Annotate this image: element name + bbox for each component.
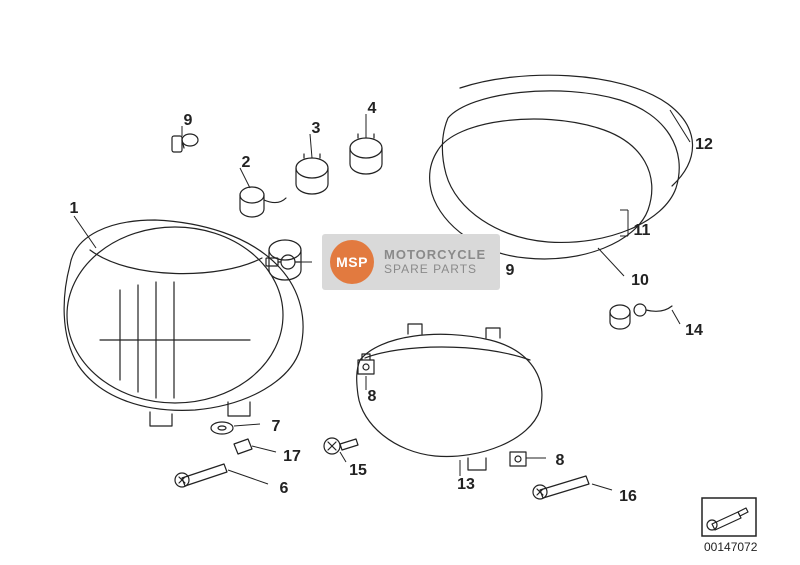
callout: 9	[176, 112, 200, 130]
watermark-line2: SPARE PARTS	[384, 263, 486, 277]
part-cap-4	[350, 134, 382, 174]
callout: 10	[628, 272, 652, 290]
callout: 6	[272, 480, 296, 498]
callout: 13	[454, 476, 478, 494]
callout: 11	[630, 222, 654, 240]
callout: 3	[304, 120, 328, 138]
callout: 1	[62, 200, 86, 218]
callout: 15	[346, 462, 370, 480]
part-bolt-6	[175, 464, 227, 487]
part-socket-2	[240, 187, 286, 217]
part-bulb-5	[266, 255, 300, 269]
callout: 12	[692, 136, 716, 154]
part-cap-3	[296, 154, 328, 194]
callout: 8	[548, 452, 572, 470]
diagram-id: 00147072	[704, 540, 757, 554]
part-bolt-16	[533, 476, 589, 499]
callout: 8	[360, 388, 384, 406]
part-screw-15	[324, 438, 358, 454]
footer-bolt-icon	[702, 498, 756, 536]
watermark: MSP MOTORCYCLE SPARE PARTS	[322, 234, 500, 290]
callout: 4	[360, 100, 384, 118]
callout: 9	[498, 262, 522, 280]
part-housing-lower	[357, 324, 542, 470]
watermark-logo-icon: MSP	[330, 240, 374, 284]
part-washer-7	[211, 422, 233, 434]
part-bulb-small-left	[172, 134, 198, 152]
watermark-icon-text: MSP	[336, 254, 368, 270]
callout: 2	[234, 154, 258, 172]
part-bulb-14	[610, 304, 672, 329]
callout: 7	[264, 418, 288, 436]
exploded-diagram: 1 2 3 4 5 6 7 8 8 9 9 10 11 12 13 14 15 …	[0, 0, 800, 565]
callout: 14	[682, 322, 706, 340]
callout: 16	[616, 488, 640, 506]
part-headlight-main	[64, 220, 303, 426]
watermark-line1: MOTORCYCLE	[384, 248, 486, 263]
part-clip-8-right	[510, 452, 526, 466]
callout: 17	[280, 448, 304, 466]
watermark-text: MOTORCYCLE SPARE PARTS	[384, 248, 486, 277]
part-clip-17	[234, 439, 252, 454]
